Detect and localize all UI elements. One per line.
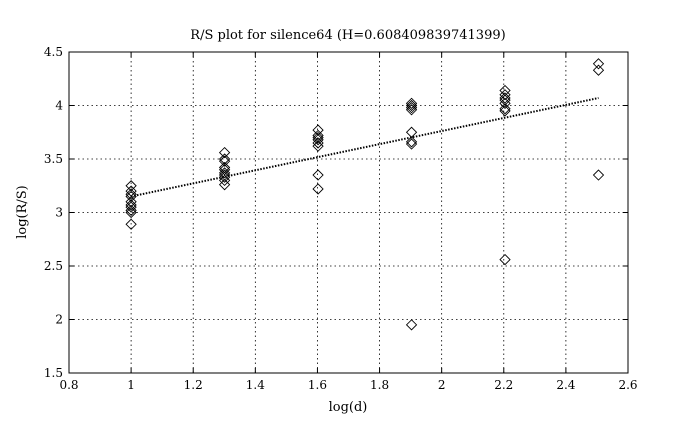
x-tick-label: 1.2 xyxy=(184,378,203,392)
y-tick-label: 4 xyxy=(55,99,63,113)
data-point xyxy=(125,201,137,213)
data-points xyxy=(125,58,605,331)
chart-title: R/S plot for silence64 (H=0.608409839741… xyxy=(190,28,505,43)
x-tick-label: 1.6 xyxy=(308,378,327,392)
data-point xyxy=(312,183,324,195)
grid xyxy=(69,52,628,373)
x-tick-label: 2 xyxy=(438,378,446,392)
x-tick-label: 0.8 xyxy=(59,378,78,392)
data-point xyxy=(312,137,324,149)
data-point xyxy=(125,190,137,203)
x-tick-label: 1 xyxy=(127,378,135,392)
data-point xyxy=(405,138,418,150)
data-point xyxy=(218,153,231,165)
data-point xyxy=(125,218,137,230)
data-point xyxy=(499,94,511,106)
y-tick-label: 4.5 xyxy=(44,45,63,59)
data-point xyxy=(312,131,324,144)
data-point xyxy=(218,171,231,183)
data-point xyxy=(499,103,511,115)
y-tick-label: 1.5 xyxy=(44,366,63,380)
data-point xyxy=(125,206,137,219)
data-point xyxy=(125,204,137,216)
data-point xyxy=(499,97,511,109)
data-point xyxy=(499,92,511,104)
data-point xyxy=(125,199,137,211)
x-tick-label: 1.8 xyxy=(370,378,389,392)
y-tick-label: 2.5 xyxy=(44,259,63,273)
data-point xyxy=(405,97,418,109)
data-point xyxy=(499,253,511,266)
data-point xyxy=(499,105,511,117)
data-point xyxy=(218,164,231,176)
data-point xyxy=(312,134,324,146)
y-tick-label: 2 xyxy=(55,313,63,327)
x-axis-label: log(d) xyxy=(329,400,368,415)
data-point xyxy=(218,146,231,159)
x-tick-label: 2.2 xyxy=(494,378,513,392)
y-tick-label: 3.5 xyxy=(44,152,63,166)
data-point xyxy=(312,129,324,142)
data-point xyxy=(218,155,231,167)
data-point xyxy=(592,169,605,181)
x-tick-label: 2.6 xyxy=(618,378,637,392)
data-point xyxy=(218,174,231,187)
data-point xyxy=(499,89,511,101)
data-point xyxy=(218,167,231,179)
data-point xyxy=(312,169,324,181)
axes: 0.8 1 1.2 1.4 1.6 1.8 2 2.2 2.4 2.6 1.5 2 2.5 3 3.5 4 4.… xyxy=(44,45,638,392)
data-point xyxy=(405,102,418,114)
data-point xyxy=(312,140,324,152)
data-point xyxy=(592,64,605,76)
data-point xyxy=(405,104,418,116)
x-tick-label: 1.4 xyxy=(246,378,265,392)
x-tick-label: 2.4 xyxy=(556,378,575,392)
data-point xyxy=(405,319,418,331)
data-point xyxy=(405,99,418,112)
y-tick-label: 3 xyxy=(55,206,63,220)
data-point xyxy=(405,136,418,148)
data-point xyxy=(218,179,231,191)
data-point xyxy=(125,188,137,200)
data-point xyxy=(125,196,137,208)
y-axis-label: log(R/S) xyxy=(15,185,30,239)
data-point xyxy=(125,185,137,197)
data-point xyxy=(592,58,605,70)
data-point xyxy=(125,180,137,192)
